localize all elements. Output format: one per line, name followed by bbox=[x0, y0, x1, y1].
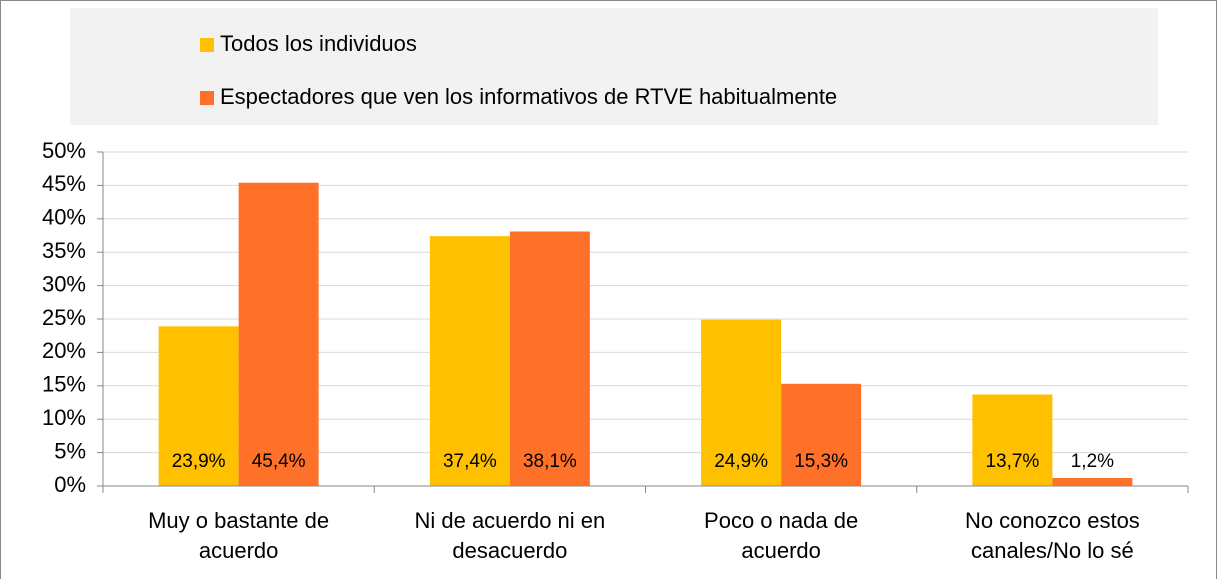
data-label: 24,9% bbox=[714, 451, 768, 472]
data-label: 1,2% bbox=[1071, 451, 1114, 472]
y-tick-label: 45% bbox=[42, 171, 86, 196]
y-tick-label: 20% bbox=[42, 338, 86, 363]
x-tick-label: No conozco estos canales/No lo sé bbox=[964, 508, 1140, 563]
bar bbox=[429, 236, 510, 486]
legend-box bbox=[70, 8, 1158, 125]
y-tick-label: 35% bbox=[42, 238, 86, 263]
data-label: 37,4% bbox=[443, 451, 497, 472]
bar bbox=[781, 383, 862, 486]
y-tick-label: 50% bbox=[42, 138, 86, 163]
x-tick-label: Muy o bastante de acuerdo bbox=[148, 508, 330, 563]
data-label: 38,1% bbox=[523, 451, 577, 472]
data-label: 45,4% bbox=[252, 451, 306, 472]
legend-swatch bbox=[200, 91, 214, 105]
legend-label: Todos los individuos bbox=[220, 31, 417, 56]
data-label: 15,3% bbox=[794, 451, 848, 472]
y-tick-label: 10% bbox=[42, 405, 86, 430]
y-tick-label: 40% bbox=[42, 205, 86, 230]
legend-swatch bbox=[200, 38, 214, 52]
data-label: 13,7% bbox=[985, 451, 1039, 472]
x-tick-label: Ni de acuerdo ni en desacuerdo bbox=[414, 508, 606, 563]
bar bbox=[238, 182, 319, 486]
y-tick-label: 5% bbox=[54, 438, 86, 463]
legend-label: Espectadores que ven los informativos de… bbox=[220, 84, 837, 109]
y-tick-label: 25% bbox=[42, 305, 86, 330]
bar bbox=[972, 394, 1053, 486]
bar bbox=[1052, 477, 1133, 486]
y-tick-label: 30% bbox=[42, 271, 86, 296]
bar bbox=[701, 319, 782, 486]
bar bbox=[509, 231, 590, 486]
y-tick-label: 0% bbox=[54, 472, 86, 497]
data-label: 23,9% bbox=[172, 451, 226, 472]
x-tick-label: Poco o nada de acuerdo bbox=[704, 508, 859, 563]
y-tick-label: 15% bbox=[42, 372, 86, 397]
bar bbox=[158, 326, 239, 486]
